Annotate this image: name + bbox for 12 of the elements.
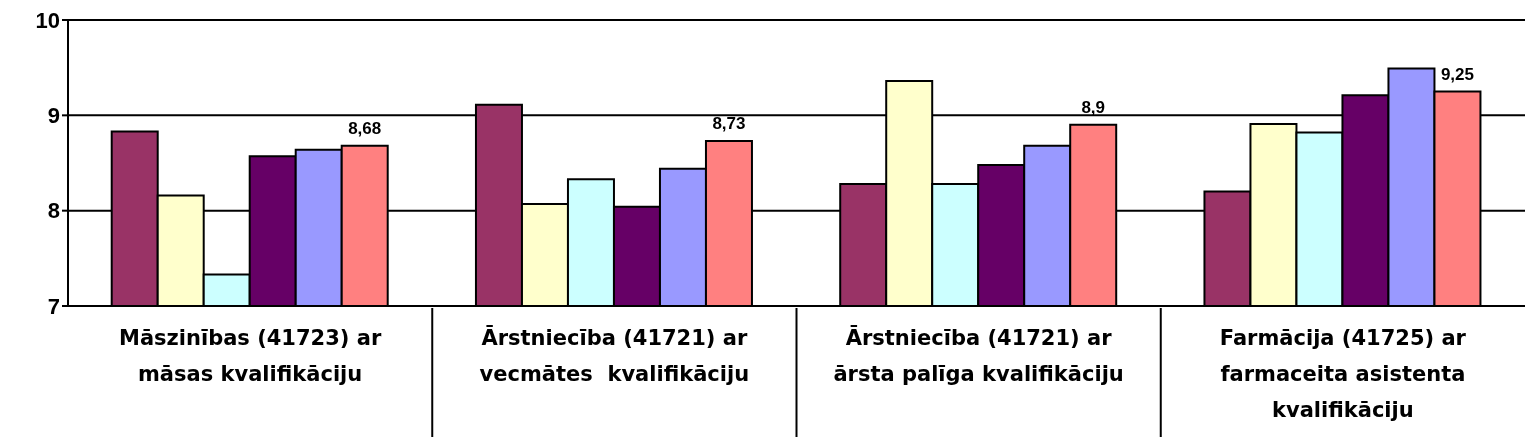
data-label: 9,25 [1440,64,1475,84]
y-tick-label: 10 [35,7,60,33]
data-label: 8,9 [1081,97,1106,117]
data-label: 8,73 [712,114,746,134]
x-tick-label: Farmācija (41725) ar farmaceita asistenta kvalifikāciju [1218,325,1467,424]
y-tick-label: 7 [47,293,60,319]
x-tick-label: Ārstniecība (41721) ar vecmātes kvalifikāciju [478,324,751,388]
y-tick-label: 9 [47,103,60,129]
data-label: 8,68 [348,118,382,138]
x-tick-label: Ārstniecība (41721) ar ārsta palīga kvalifikāciju [832,324,1125,388]
y-tick-label: 8 [47,198,60,224]
x-tick-label: Māszinības (41723) ar māsas kvalifikāciju [118,325,383,388]
